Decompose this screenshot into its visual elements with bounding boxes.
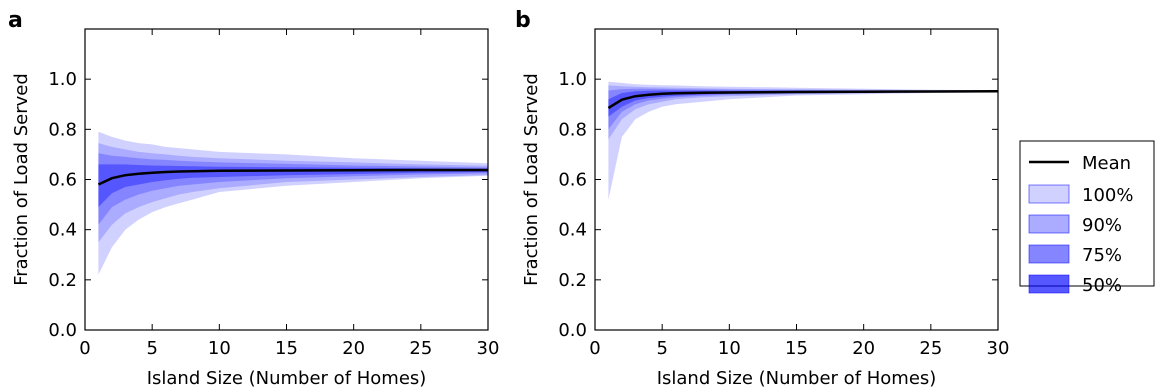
x-tick-label: 25 bbox=[409, 338, 432, 359]
y-tick-label: 0.0 bbox=[558, 320, 587, 341]
legend-label-50pct: 50% bbox=[1082, 275, 1122, 296]
band-100pct bbox=[608, 81, 998, 200]
panel-a: a 0 5 10 15 20 25 30 0.0 0.2 0.4 0.6 0.8 1.0 Island Si… bbox=[8, 8, 499, 389]
legend-label-90pct: 90% bbox=[1082, 215, 1122, 236]
x-tick-label: 0 bbox=[589, 338, 600, 359]
legend-frame bbox=[1019, 140, 1155, 287]
mean-line bbox=[607, 89, 999, 110]
band-90pct bbox=[98, 143, 489, 243]
legend-label-mean: Mean bbox=[1082, 153, 1131, 174]
panel-label: a bbox=[8, 8, 23, 33]
panel-b: b 0 5 10 15 20 25 30 0.0 0.2 0.4 0.6 0.8 1.0 Island Si… bbox=[515, 8, 1009, 389]
x-tick-label: 10 bbox=[208, 338, 231, 359]
band-75pct bbox=[608, 88, 998, 130]
y-tick-label: 0.4 bbox=[48, 220, 77, 241]
legend-swatch-100pct bbox=[1028, 184, 1070, 204]
y-tick-label: 0.0 bbox=[48, 320, 77, 341]
band-50pct bbox=[608, 90, 998, 117]
y-tick-label: 1.0 bbox=[558, 69, 587, 90]
x-tick-label: 30 bbox=[477, 338, 500, 359]
y-tick-label: 0.8 bbox=[558, 119, 587, 140]
x-tick-label: 15 bbox=[785, 338, 808, 359]
x-axis-label: Island Size (Number of Homes) bbox=[147, 368, 427, 389]
y-tick-label: 0.4 bbox=[558, 220, 587, 241]
panel-label: b bbox=[515, 8, 531, 33]
x-tick-label: 5 bbox=[656, 338, 667, 359]
mean-line bbox=[97, 168, 488, 186]
x-tick-label: 5 bbox=[146, 338, 157, 359]
y-tick-label: 0.8 bbox=[48, 119, 77, 140]
y-axis-label: Fraction of Load Served bbox=[521, 73, 542, 286]
band-50pct bbox=[98, 164, 489, 208]
legend-swatch-75pct bbox=[1028, 244, 1070, 264]
legend: Mean 100% 90% 75% 50% bbox=[1019, 140, 1155, 296]
x-tick-label: 25 bbox=[919, 338, 942, 359]
band-100pct bbox=[98, 131, 489, 275]
legend-label-100pct: 100% bbox=[1082, 185, 1133, 206]
x-axis-label: Island Size (Number of Homes) bbox=[657, 368, 937, 389]
x-tick-label: 30 bbox=[987, 338, 1010, 359]
legend-swatch-50pct bbox=[1028, 274, 1070, 294]
y-tick-label: 0.6 bbox=[48, 170, 77, 191]
plot-frame bbox=[594, 28, 999, 331]
x-tick-label: 15 bbox=[275, 338, 298, 359]
x-tick-label: 10 bbox=[718, 338, 741, 359]
y-tick-label: 0.2 bbox=[48, 270, 77, 291]
x-tick-label: 20 bbox=[342, 338, 365, 359]
legend-swatch-90pct bbox=[1028, 214, 1070, 234]
x-tick-label: 20 bbox=[852, 338, 875, 359]
x-tick-label: 0 bbox=[79, 338, 90, 359]
y-axis-label: Fraction of Load Served bbox=[11, 73, 32, 286]
y-tick-label: 1.0 bbox=[48, 69, 77, 90]
y-tick-label: 0.2 bbox=[558, 270, 587, 291]
y-tick-label: 0.6 bbox=[558, 170, 587, 191]
legend-label-75pct: 75% bbox=[1082, 245, 1122, 266]
